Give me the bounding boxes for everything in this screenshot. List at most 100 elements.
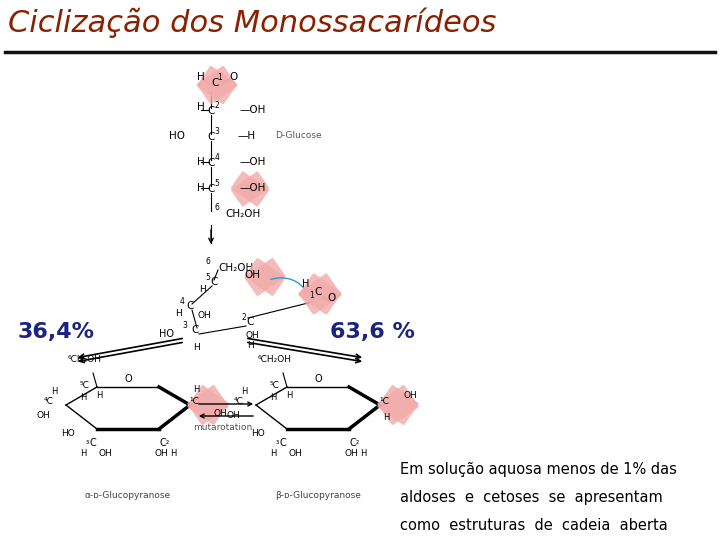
Text: 63,6 %: 63,6 % [330,322,415,342]
Text: 4: 4 [215,153,220,163]
Text: H: H [197,157,205,167]
Text: Em solução aquosa menos de 1% das: Em solução aquosa menos de 1% das [400,462,677,477]
Text: H: H [360,449,366,457]
Text: 1: 1 [217,72,222,82]
Text: C: C [279,438,287,448]
Text: OH: OH [244,270,260,280]
Text: 36,4%: 36,4% [18,322,95,342]
Text: O: O [314,374,322,384]
FancyBboxPatch shape [245,258,285,296]
Text: —OH: —OH [240,183,266,193]
Text: ⁶CH₂OH: ⁶CH₂OH [258,354,292,363]
Text: H: H [270,449,276,457]
Text: —H: —H [237,131,255,141]
Text: H: H [175,309,181,319]
Text: 5: 5 [206,273,210,282]
Text: C: C [186,301,194,311]
FancyBboxPatch shape [377,385,419,425]
Text: H: H [197,183,205,193]
Text: HO: HO [169,131,185,141]
Text: OH: OH [98,449,112,457]
Text: CH₂OH: CH₂OH [218,263,253,273]
FancyBboxPatch shape [231,171,269,207]
Text: H: H [96,390,102,400]
Text: C: C [207,106,215,116]
Text: ⁴C: ⁴C [234,396,244,406]
FancyBboxPatch shape [377,385,419,425]
Text: α-ᴅ-Glucopyranose: α-ᴅ-Glucopyranose [85,490,171,500]
FancyBboxPatch shape [231,171,269,207]
Text: H: H [302,279,310,289]
Text: OH: OH [344,449,358,457]
Text: aldoses  e  cetoses  se  apresentam: aldoses e cetoses se apresentam [400,490,662,505]
Text: 5: 5 [215,179,220,188]
Text: 4: 4 [179,298,184,307]
Text: ⁵C: ⁵C [269,381,279,389]
Text: H: H [170,449,176,457]
Text: H: H [383,413,390,422]
Text: H: H [286,390,292,400]
Text: C: C [160,438,166,448]
Text: 2: 2 [215,102,220,111]
Text: 2: 2 [242,314,246,322]
Text: 6: 6 [215,204,220,213]
Text: —OH: —OH [239,157,266,167]
Text: 1: 1 [310,292,315,300]
Text: H: H [197,72,205,82]
Text: O: O [124,374,132,384]
Text: β-ᴅ-Glucopyranose: β-ᴅ-Glucopyranose [275,490,361,500]
Text: H: H [194,343,200,353]
Text: H: H [193,384,199,394]
Text: C: C [315,287,322,297]
Text: H: H [197,102,205,112]
Text: HO: HO [160,329,174,339]
Text: ⁶CH₂OH: ⁶CH₂OH [68,354,102,363]
Text: HO: HO [251,429,265,437]
Text: ⁵C: ⁵C [79,381,89,389]
Text: Ciclização dos Monossacarídeos: Ciclização dos Monossacarídeos [8,8,496,38]
Text: HO: HO [61,429,75,437]
Text: ⁴C: ⁴C [44,396,54,406]
Text: CH₂OH: CH₂OH [225,209,260,219]
FancyBboxPatch shape [245,258,285,296]
Text: ¹C: ¹C [379,396,389,406]
Text: H: H [52,387,58,395]
Text: D-Glucose: D-Glucose [275,132,322,140]
Text: O: O [229,72,237,82]
Text: H: H [80,449,86,457]
Text: H: H [247,341,253,350]
Text: C: C [192,325,199,335]
Text: C: C [207,158,215,168]
FancyBboxPatch shape [197,66,237,104]
Text: C: C [210,277,217,287]
FancyBboxPatch shape [187,385,229,425]
FancyBboxPatch shape [298,273,341,315]
Text: —OH: —OH [239,105,266,115]
Text: C: C [211,78,219,88]
Text: C: C [207,132,215,142]
FancyBboxPatch shape [197,66,237,104]
Text: C: C [89,438,96,448]
FancyBboxPatch shape [187,385,229,425]
FancyBboxPatch shape [298,273,341,315]
Text: 3: 3 [183,321,187,330]
Text: OH: OH [403,390,417,400]
Text: O: O [328,293,336,303]
Text: C: C [350,438,356,448]
Text: ₂: ₂ [166,436,168,446]
Text: OH: OH [213,408,227,417]
Text: OH: OH [154,449,168,457]
Text: ¹C: ¹C [189,396,199,406]
Text: 3: 3 [215,127,220,137]
Text: H: H [242,387,248,395]
Text: mutarotation: mutarotation [194,423,253,433]
Text: ₃: ₃ [86,436,89,446]
Text: OH: OH [245,332,259,341]
Text: como  estruturas  de  cadeia  aberta: como estruturas de cadeia aberta [400,518,667,533]
Text: C: C [246,317,253,327]
Text: OH: OH [288,449,302,457]
Text: H: H [199,286,205,294]
Text: OH: OH [36,410,50,420]
Text: ₂: ₂ [356,436,359,446]
Text: H: H [80,393,86,402]
